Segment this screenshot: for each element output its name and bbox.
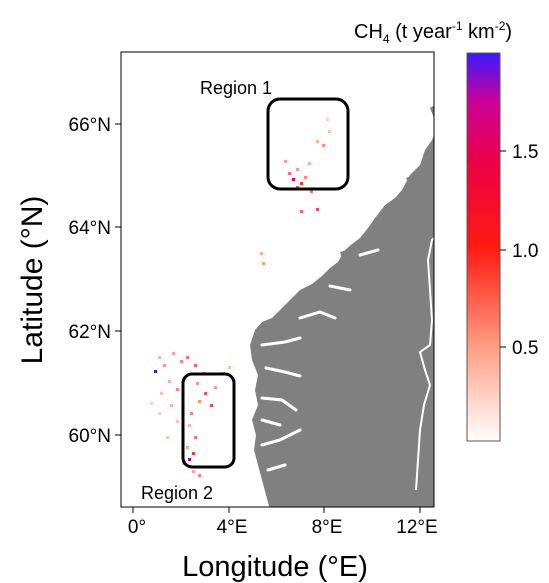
x-tick-label: 4°E <box>217 517 248 538</box>
plot-frame <box>120 51 435 508</box>
emission-point <box>198 474 201 477</box>
region-2-box <box>181 372 236 469</box>
emission-point <box>194 436 197 439</box>
region-2-label: Region 2 <box>141 483 213 503</box>
x-tick-label: 8°E <box>312 517 343 538</box>
emission-point <box>300 182 303 185</box>
map-panel <box>120 51 435 508</box>
emission-point <box>168 380 171 383</box>
emission-point <box>210 404 213 407</box>
colorbar-gradient <box>466 52 501 442</box>
x-axis-title: Longitude (°E) <box>182 551 368 583</box>
emission-point <box>204 392 207 395</box>
national-border <box>415 236 434 491</box>
emission-point <box>180 360 183 363</box>
y-tick-label: 62°N <box>69 322 111 343</box>
emission-point <box>154 370 157 373</box>
colorbar-title: CH4 (t year-1 km-2) <box>354 19 512 46</box>
emission-point <box>166 436 169 439</box>
y-axis-title: Latitude (°N) <box>16 196 49 365</box>
x-tick-label: 0° <box>128 517 146 538</box>
emission-point <box>228 366 231 369</box>
emission-point <box>328 130 331 133</box>
emission-point <box>296 168 299 171</box>
emission-point <box>310 190 313 193</box>
x-axis: 0° 4°E 8°E 12°E Longitude (°E) <box>128 507 438 583</box>
emission-point <box>316 140 319 143</box>
colorbar-tick-label: 1.5 <box>512 142 538 163</box>
emission-point <box>150 402 153 405</box>
emission-point <box>186 356 189 359</box>
land-mass <box>250 135 434 507</box>
x-tick-label: 12°E <box>396 517 437 538</box>
colorbar-tick-label: 1.0 <box>512 241 538 262</box>
emission-point <box>284 160 287 163</box>
emission-point <box>214 386 217 389</box>
y-axis: 60°N 62°N 64°N 66°N Latitude (°N) <box>16 115 121 447</box>
emission-point <box>260 252 263 255</box>
emission-point <box>196 382 199 385</box>
emission-point <box>176 388 179 391</box>
y-tick-label: 66°N <box>69 115 111 136</box>
emission-point <box>172 352 175 355</box>
y-tick-label: 60°N <box>69 426 111 447</box>
emission-point <box>192 470 195 473</box>
emission-point <box>288 172 291 175</box>
emission-point <box>158 412 161 415</box>
emission-point <box>170 404 173 407</box>
region-1-box <box>266 97 350 191</box>
emission-point <box>176 420 179 423</box>
emission-point <box>300 210 303 213</box>
emission-point <box>322 144 325 147</box>
emission-point <box>163 364 166 367</box>
fjords <box>260 248 380 472</box>
emission-point <box>292 178 295 181</box>
islands <box>286 105 434 316</box>
colorbar: CH4 (t year-1 km-2) 1.5 1.0 0.5 <box>354 19 538 442</box>
colorbar-tick-label: 0.5 <box>512 338 538 359</box>
emission-point <box>188 458 191 461</box>
emission-point <box>192 452 195 455</box>
y-tick-label: 64°N <box>69 218 111 239</box>
emission-point <box>316 208 319 211</box>
emission-point <box>198 400 201 403</box>
emission-point <box>304 176 307 179</box>
emission-point <box>160 392 163 395</box>
emission-point <box>308 162 311 165</box>
emission-point <box>190 412 193 415</box>
emission-point <box>158 356 161 359</box>
emission-point <box>326 118 329 121</box>
emission-point <box>186 446 189 449</box>
emission-point <box>262 262 265 265</box>
region-1-label: Region 1 <box>200 78 272 98</box>
emission-point <box>194 364 197 367</box>
emission-point <box>188 424 191 427</box>
